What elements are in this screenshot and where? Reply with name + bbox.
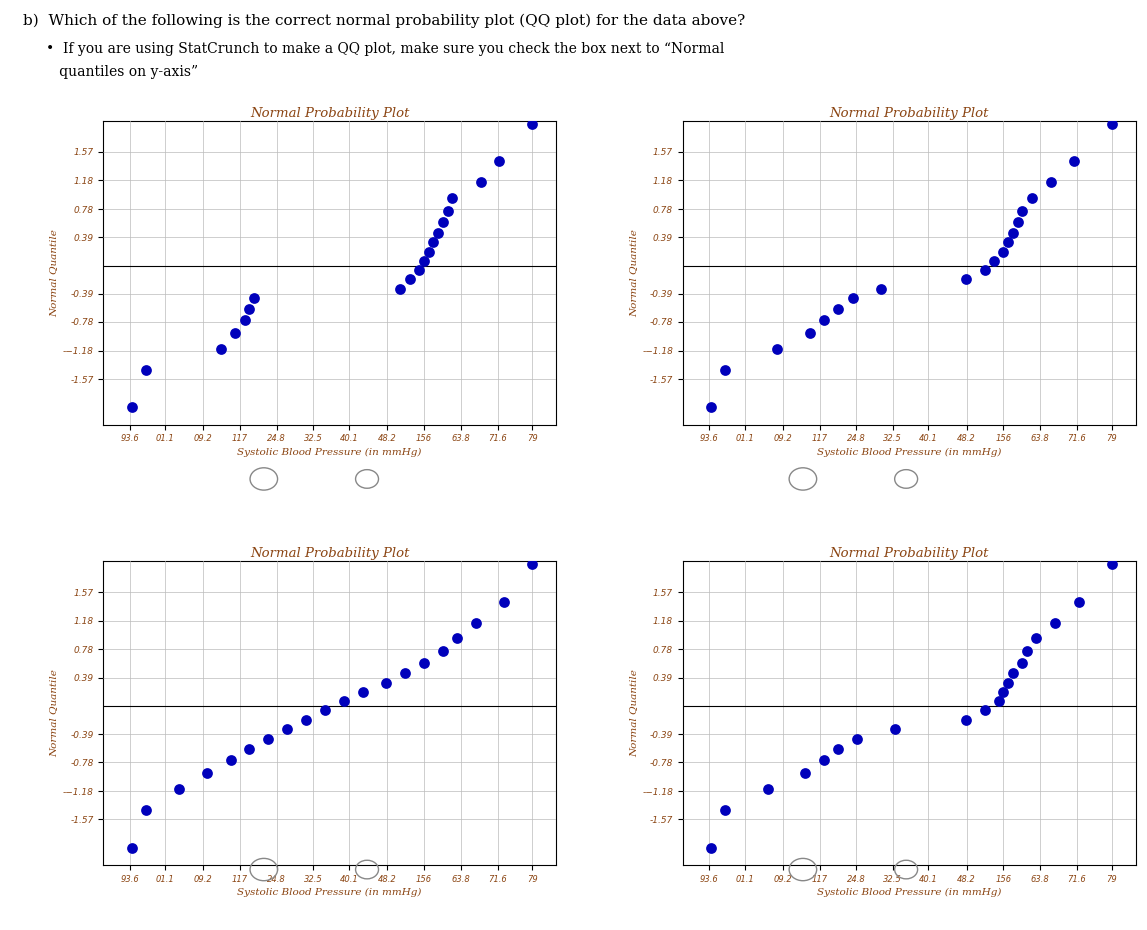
Point <box>1070 594 1089 609</box>
Point <box>420 245 438 259</box>
Point <box>994 684 1013 699</box>
Point <box>259 731 278 746</box>
Point <box>409 262 428 277</box>
Point <box>212 341 231 356</box>
Point <box>396 666 414 681</box>
Point <box>1066 154 1084 169</box>
Point <box>702 400 720 415</box>
Point <box>226 326 244 340</box>
Text: •  If you are using StatCrunch to make a QQ plot, make sure you check the box ne: • If you are using StatCrunch to make a … <box>46 42 724 56</box>
Point <box>523 557 541 572</box>
Point <box>975 262 993 277</box>
X-axis label: Systolic Blood Pressure (in mmHg): Systolic Blood Pressure (in mmHg) <box>237 447 422 457</box>
Point <box>240 301 258 316</box>
Point <box>424 235 443 250</box>
Point <box>353 684 372 699</box>
Point <box>278 722 296 737</box>
Point <box>443 191 461 206</box>
X-axis label: Systolic Blood Pressure (in mmHg): Systolic Blood Pressure (in mmHg) <box>817 888 1001 897</box>
Point <box>872 281 890 296</box>
Point <box>767 341 786 356</box>
Point <box>758 781 777 796</box>
Point <box>994 245 1013 259</box>
Point <box>999 675 1017 690</box>
Point <box>523 116 541 131</box>
Point <box>999 235 1017 250</box>
Point <box>1023 191 1041 206</box>
Point <box>136 362 155 377</box>
Point <box>297 712 315 727</box>
Point <box>975 703 993 718</box>
Point <box>471 175 490 190</box>
Point <box>400 272 419 286</box>
Point <box>990 694 1008 709</box>
Point <box>1028 631 1046 645</box>
Point <box>829 741 848 756</box>
Point <box>843 291 861 306</box>
Point <box>123 840 141 855</box>
Point <box>716 362 734 377</box>
Point <box>1013 204 1031 219</box>
Point <box>1013 655 1031 670</box>
Point <box>829 301 848 316</box>
Point <box>957 272 975 286</box>
Point <box>377 675 396 690</box>
X-axis label: Systolic Blood Pressure (in mmHg): Systolic Blood Pressure (in mmHg) <box>817 447 1001 457</box>
Point <box>335 694 353 709</box>
Point <box>429 225 447 240</box>
Point <box>391 281 409 296</box>
Point <box>1017 644 1036 658</box>
Point <box>1008 215 1027 230</box>
Point <box>245 291 264 306</box>
Point <box>235 312 253 327</box>
Point <box>415 655 434 670</box>
Point <box>438 204 457 219</box>
Point <box>490 154 508 169</box>
Title: Normal Probability Plot: Normal Probability Plot <box>829 107 989 120</box>
Title: Normal Probability Plot: Normal Probability Plot <box>829 547 989 560</box>
Point <box>467 616 485 631</box>
Point <box>415 254 434 269</box>
Title: Normal Probability Plot: Normal Probability Plot <box>250 547 409 560</box>
Point <box>1004 225 1022 240</box>
Point <box>716 803 734 817</box>
Y-axis label: Normal Quantile: Normal Quantile <box>49 669 58 757</box>
Point <box>816 753 834 768</box>
Text: b)  Which of the following is the correct normal probability plot (QQ plot) for : b) Which of the following is the correct… <box>23 14 746 28</box>
Point <box>702 840 720 855</box>
Point <box>197 766 216 781</box>
Point <box>796 766 814 781</box>
Point <box>434 644 452 658</box>
Y-axis label: Normal Quantile: Normal Quantile <box>49 229 58 317</box>
Point <box>801 326 819 340</box>
Point <box>957 712 975 727</box>
Point <box>1102 116 1121 131</box>
Point <box>170 781 188 796</box>
X-axis label: Systolic Blood Pressure (in mmHg): Systolic Blood Pressure (in mmHg) <box>237 888 422 897</box>
Point <box>315 703 334 718</box>
Point <box>447 631 466 645</box>
Point <box>1046 616 1064 631</box>
Title: Normal Probability Plot: Normal Probability Plot <box>250 107 409 120</box>
Point <box>221 753 240 768</box>
Point <box>1041 175 1060 190</box>
Point <box>434 215 452 230</box>
Point <box>136 803 155 817</box>
Point <box>816 312 834 327</box>
Point <box>1004 666 1022 681</box>
Point <box>123 400 141 415</box>
Point <box>885 722 904 737</box>
Point <box>240 741 258 756</box>
Point <box>848 731 866 746</box>
Y-axis label: Normal Quantile: Normal Quantile <box>629 229 638 317</box>
Y-axis label: Normal Quantile: Normal Quantile <box>629 669 638 757</box>
Point <box>496 594 514 609</box>
Point <box>985 254 1004 269</box>
Point <box>1102 557 1121 572</box>
Text: quantiles on y-axis”: quantiles on y-axis” <box>46 65 198 79</box>
